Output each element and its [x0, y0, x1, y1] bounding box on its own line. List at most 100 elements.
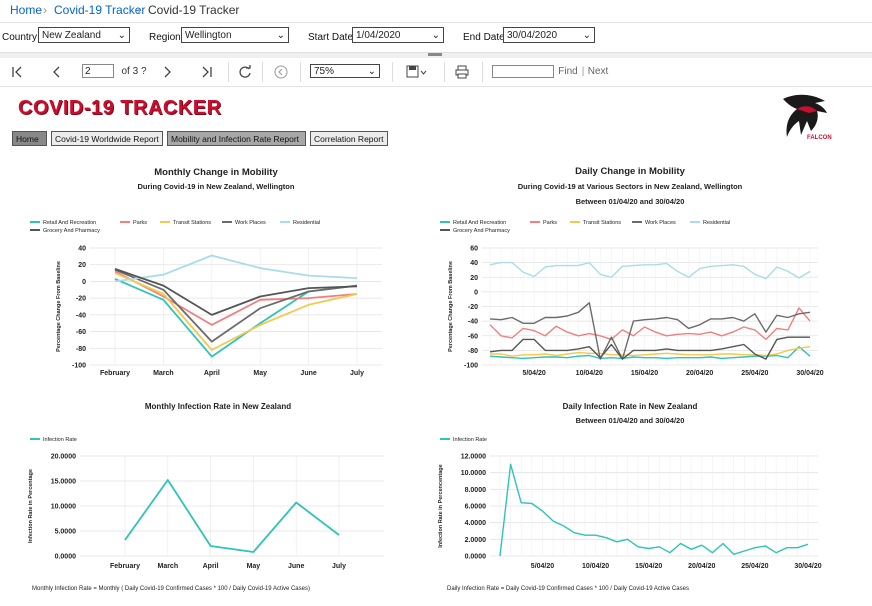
y-tick-label: -100: [72, 363, 86, 370]
legend-label: Transit Stations: [173, 220, 211, 226]
report-canvas: COVID-19 TRACKER FALCON Home Covid-19 Wo…: [0, 87, 872, 606]
region-select[interactable]: Wellington ⌄: [181, 27, 289, 43]
x-tick-label: 25/04/20: [741, 370, 768, 377]
previous-page-icon[interactable]: [48, 58, 66, 86]
region-value: Wellington: [185, 30, 232, 41]
daily-infection-formula: Daily Infection Rate = Daily Covid-19 Co…: [447, 586, 689, 592]
y-tick-label: 20: [78, 262, 86, 269]
y-axis-label: Percentage Change From Baseline: [56, 261, 62, 352]
legend-label: Retail And Recreation: [453, 220, 506, 226]
next-page-icon[interactable]: [158, 58, 176, 86]
x-tick-label: 10/04/20: [582, 563, 609, 570]
last-page-icon[interactable]: [198, 58, 216, 86]
x-tick-label: March: [157, 563, 178, 570]
nav-correlation-report-button[interactable]: Correlation Report: [310, 131, 388, 146]
page-number-input[interactable]: 2: [82, 64, 114, 78]
country-label: Country: [2, 32, 38, 43]
y-axis-label: Infection Rate in Percencentage: [438, 464, 444, 547]
legend-label: Residential: [293, 220, 320, 226]
x-tick-label: 30/04/20: [796, 370, 823, 377]
breadcrumb: Home › Covid-19 Tracker › Covid-19 Track…: [0, 0, 872, 23]
chevron-down-icon: ⌄: [117, 30, 126, 41]
legend-label: Work Places: [235, 220, 266, 226]
end-date-select[interactable]: 30/04/2020 ⌄: [503, 27, 595, 43]
nav-home-button[interactable]: Home: [12, 131, 47, 146]
series-line: [114, 272, 358, 351]
charts-area: Monthly Change in Mobility During Covid-1…: [28, 166, 824, 592]
end-date-label: End Date: [463, 32, 505, 43]
breadcrumb-tracker-link[interactable]: Covid-19 Tracker: [54, 3, 146, 17]
toolbar-divider: [444, 62, 445, 82]
find-button[interactable]: Find: [558, 66, 578, 77]
back-to-parent-icon[interactable]: [272, 58, 290, 86]
legend-label: Parks: [543, 220, 557, 226]
start-date-value: 1/04/2020: [356, 30, 401, 41]
y-tick-label: -60: [76, 329, 86, 336]
chart-subtitle: During Covid-19 at Various Sectors in Ne…: [518, 182, 743, 191]
y-tick-label: 60: [470, 246, 478, 253]
chart-subtitle: Between 01/04/20 and 30/04/20: [576, 416, 685, 425]
x-tick-label: February: [110, 563, 140, 570]
y-tick-label: -80: [76, 346, 86, 353]
country-select[interactable]: New Zealand ⌄: [38, 27, 130, 43]
series-line: [490, 346, 811, 357]
y-tick-label: -40: [76, 312, 86, 319]
toolbar-divider: [228, 62, 229, 82]
series-line: [114, 268, 358, 343]
find-next-button[interactable]: Next: [587, 66, 609, 77]
series-line: [124, 479, 340, 553]
y-tick-label: -80: [468, 348, 478, 355]
first-page-icon[interactable]: [8, 58, 26, 86]
find-input[interactable]: [492, 65, 554, 78]
chevron-down-icon: ⌄: [276, 30, 285, 41]
start-date-label: Start Date: [308, 32, 354, 43]
series-line: [114, 270, 358, 326]
breadcrumb-current: Covid-19 Tracker: [148, 3, 240, 17]
legend-label: Parks: [133, 220, 147, 226]
x-tick-label: April: [204, 370, 220, 377]
x-tick-label: 5/04/20: [522, 370, 545, 377]
x-tick-label: 10/04/20: [576, 370, 603, 377]
export-save-icon[interactable]: [402, 58, 432, 86]
legend-label: Infection Rate: [453, 437, 487, 443]
legend-label: Infection Rate: [43, 437, 77, 443]
y-tick-label: 40: [470, 260, 478, 267]
y-tick-label: 15.0000: [51, 479, 76, 486]
toolbar-divider: [392, 62, 393, 82]
chart-title: Monthly Infection Rate in New Zealand: [145, 402, 291, 411]
zoom-value: 75%: [314, 66, 335, 77]
breadcrumb-home-link[interactable]: Home: [10, 3, 43, 17]
refresh-icon[interactable]: [236, 58, 254, 86]
series-line: [114, 268, 358, 316]
zoom-select[interactable]: 75% ⌄: [310, 64, 380, 78]
x-tick-label: 15/04/20: [635, 563, 662, 570]
x-tick-label: May: [253, 370, 267, 377]
legend-label: Grocery And Pharmacy: [453, 228, 510, 234]
toolbar-divider: [262, 62, 263, 82]
y-tick-label: 0.0000: [55, 554, 77, 561]
splitter-grip-icon[interactable]: [428, 53, 442, 56]
start-date-select[interactable]: 1/04/2020 ⌄: [352, 27, 444, 43]
y-tick-label: 0: [82, 279, 86, 286]
falcon-logo: FALCON: [777, 91, 833, 141]
y-tick-label: 40: [78, 246, 86, 253]
y-tick-label: 20.0000: [51, 454, 76, 461]
chart-title: Daily Change in Mobility: [575, 166, 686, 177]
country-value: New Zealand: [42, 30, 101, 41]
chart-title: Daily Infection Rate in New Zealand: [563, 402, 698, 411]
legend-label: Grocery And Pharmacy: [43, 228, 100, 234]
x-tick-label: 20/04/20: [686, 370, 713, 377]
falcon-logo-text: FALCON: [807, 135, 832, 141]
y-tick-label: 20: [470, 275, 478, 282]
legend-label: Residential: [703, 220, 730, 226]
end-date-value: 30/04/2020: [507, 30, 558, 41]
breadcrumb-separator: ›: [137, 3, 141, 17]
y-tick-label: 4.0000: [465, 520, 487, 527]
chevron-down-icon: ⌄: [582, 30, 591, 41]
print-icon[interactable]: [452, 58, 472, 86]
y-tick-label: 12.0000: [461, 454, 486, 461]
find-separator: |: [581, 66, 585, 77]
nav-worldwide-report-button[interactable]: Covid-19 Worldwide Report: [51, 131, 163, 146]
nav-mobility-infection-button[interactable]: Mobility and Infection Rate Report: [167, 131, 306, 146]
x-tick-label: June: [300, 370, 316, 377]
